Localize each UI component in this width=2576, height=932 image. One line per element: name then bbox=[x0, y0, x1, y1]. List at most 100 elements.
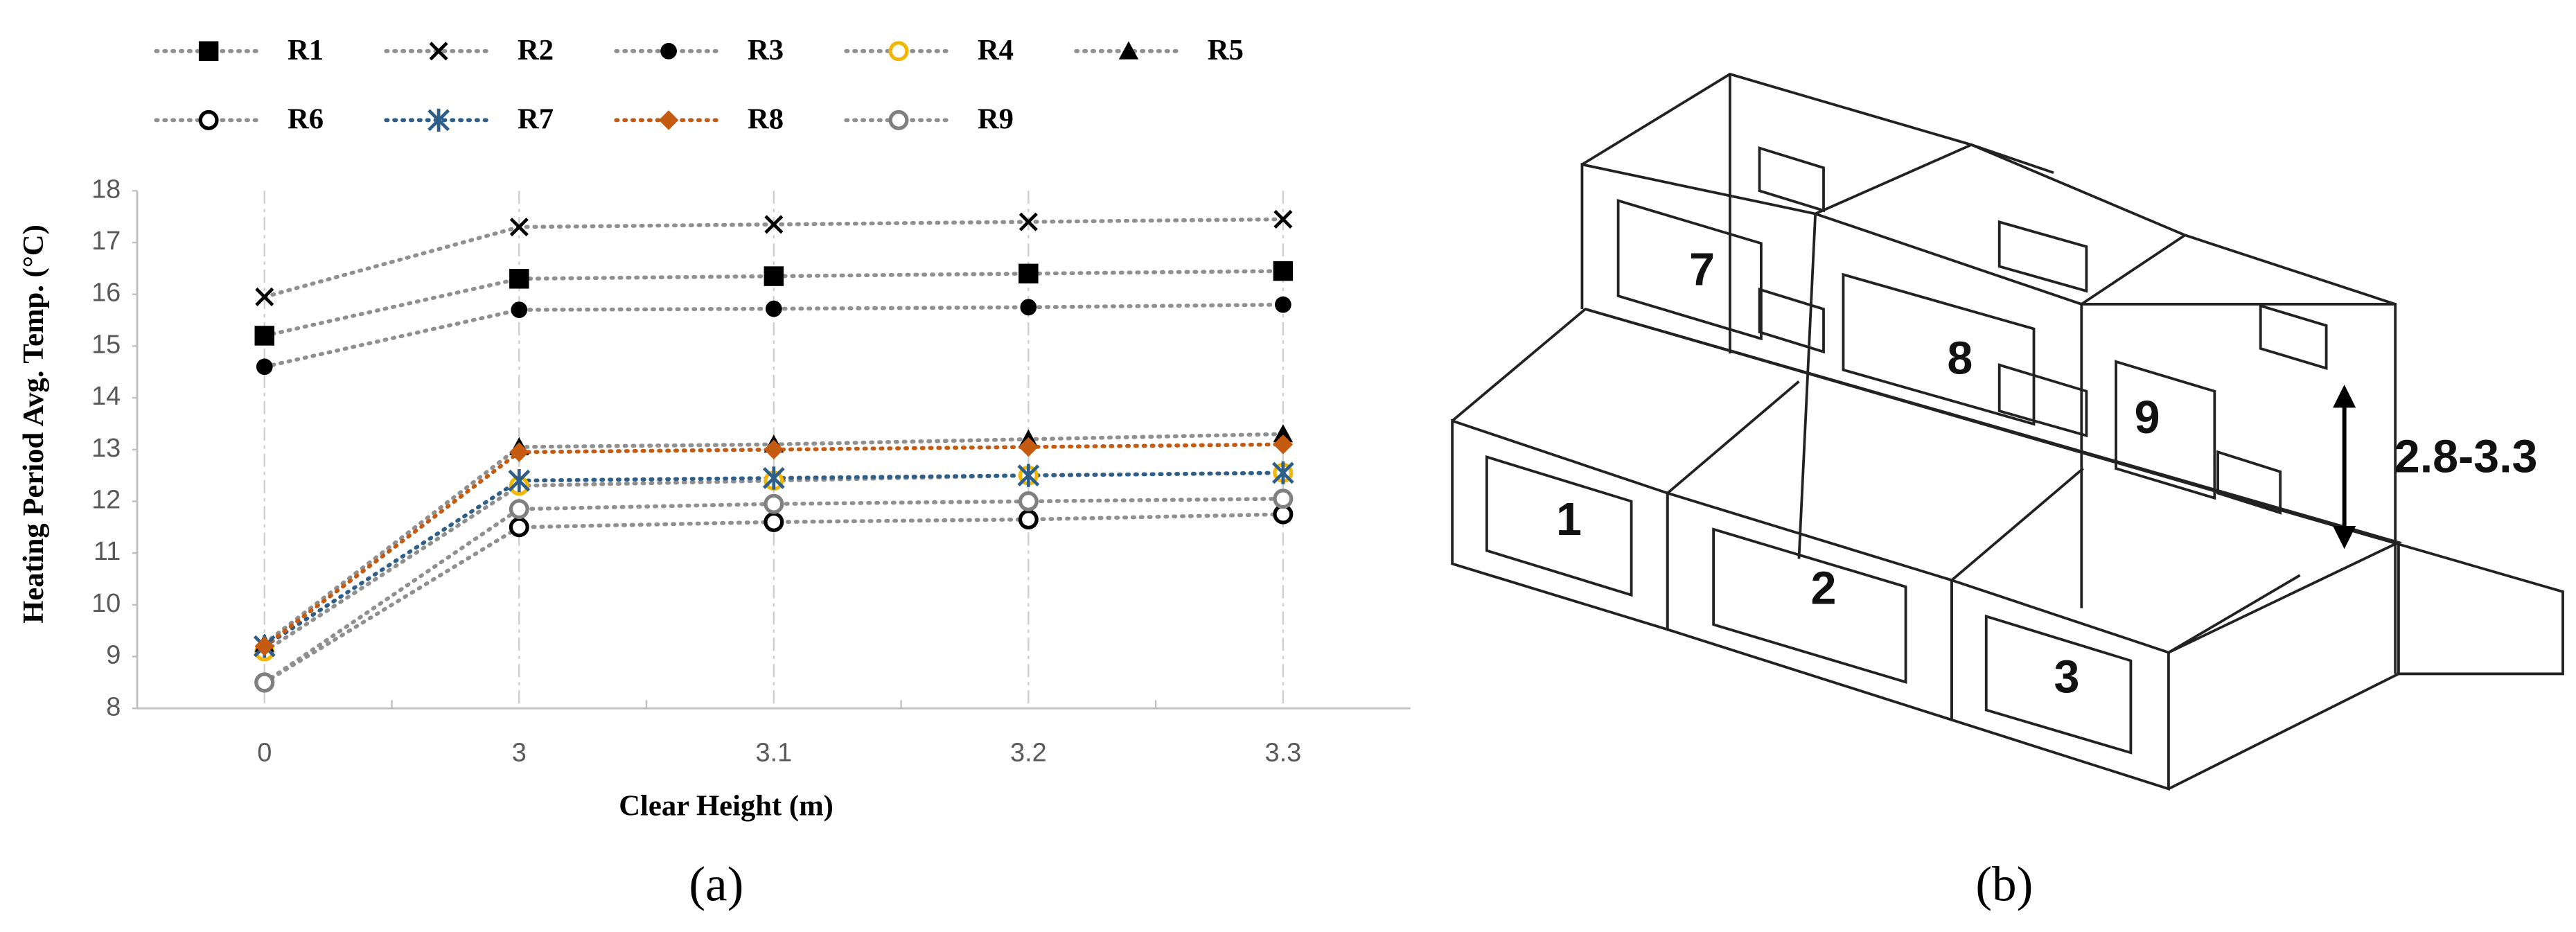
y-tick-label: 9 bbox=[106, 641, 121, 670]
marker bbox=[254, 672, 275, 693]
legend-marker bbox=[888, 41, 909, 62]
window bbox=[1758, 146, 1825, 213]
legend-marker bbox=[660, 42, 677, 60]
window bbox=[1758, 288, 1825, 354]
y-tick-label: 15 bbox=[91, 330, 121, 359]
marker bbox=[764, 215, 784, 234]
marker bbox=[1017, 464, 1040, 487]
legend-marker bbox=[1118, 41, 1139, 60]
y-tick-label: 11 bbox=[94, 537, 121, 566]
arrow-head bbox=[2333, 526, 2356, 549]
legend-label: R8 bbox=[748, 103, 784, 136]
marker bbox=[255, 287, 274, 306]
x-tick-label: 3.2 bbox=[1010, 739, 1047, 768]
marker bbox=[256, 358, 273, 376]
window bbox=[1712, 527, 1907, 684]
x-tick-label: 3 bbox=[512, 739, 527, 768]
box-edge bbox=[1666, 380, 1800, 495]
marker bbox=[1018, 212, 1038, 231]
legend-label: R4 bbox=[978, 34, 1014, 67]
x-tick-label: 3.1 bbox=[755, 739, 792, 768]
marker bbox=[764, 266, 784, 286]
y-tick-label: 13 bbox=[91, 434, 121, 463]
y-tick-label: 10 bbox=[91, 589, 121, 618]
marker bbox=[254, 326, 274, 346]
marker bbox=[762, 466, 785, 490]
marker bbox=[1273, 434, 1294, 455]
box-edge bbox=[2168, 542, 2400, 791]
box-edge bbox=[1580, 163, 2397, 674]
dimension-label: 2.8-3.3 bbox=[2394, 432, 2538, 483]
window bbox=[1616, 199, 1763, 341]
window bbox=[1997, 363, 2088, 438]
room-label: 7 bbox=[1689, 244, 1715, 295]
marker bbox=[509, 499, 529, 520]
room-label: 1 bbox=[1556, 494, 1582, 545]
y-tick-label: 8 bbox=[106, 692, 121, 721]
legend-label: R1 bbox=[288, 34, 324, 67]
box-edge bbox=[2081, 234, 2186, 306]
caption: (b) bbox=[1975, 857, 2033, 911]
caption: (a) bbox=[689, 857, 743, 911]
marker bbox=[509, 442, 529, 462]
legend-label: R9 bbox=[978, 103, 1014, 136]
y-tick-label: 18 bbox=[91, 175, 121, 204]
legend-marker bbox=[198, 41, 219, 62]
marker bbox=[1018, 509, 1039, 530]
window bbox=[2216, 450, 2282, 515]
room-label: 8 bbox=[1947, 333, 1973, 384]
marker bbox=[1018, 491, 1039, 511]
window bbox=[2259, 304, 2328, 370]
box-edge bbox=[1950, 467, 2084, 581]
box-face bbox=[1666, 491, 1953, 722]
marker bbox=[1273, 209, 1293, 229]
chart: 8 9 10 11 12 13 14 15 16 17 18 0 3 3.1 3.2 3.3 R1 R2 R3 R4 R… bbox=[91, 34, 1411, 768]
marker bbox=[509, 218, 529, 237]
legend-label: R5 bbox=[1208, 34, 1244, 67]
building-diagram: 2.8-3.3 1 2 3 7 8 9 bbox=[1451, 72, 2564, 791]
legend-label: R6 bbox=[288, 103, 324, 136]
legend-marker bbox=[658, 110, 679, 130]
legend-label: R2 bbox=[518, 34, 554, 67]
box-edge bbox=[1797, 213, 1817, 559]
box-edge bbox=[1970, 143, 2054, 175]
box-edge bbox=[1815, 143, 1973, 216]
window bbox=[2115, 360, 2216, 500]
y-tick-label: 16 bbox=[91, 279, 121, 308]
y-axis-label: Heating Period Avg. Temp. (°C) bbox=[17, 225, 50, 624]
legend-marker bbox=[429, 42, 448, 61]
marker bbox=[765, 300, 782, 317]
series-line bbox=[262, 496, 1285, 685]
x-tick-label: 3.3 bbox=[1265, 739, 1302, 768]
window bbox=[1997, 220, 2088, 293]
window bbox=[1485, 455, 1633, 597]
legend-label: R3 bbox=[748, 34, 784, 67]
marker bbox=[509, 269, 529, 289]
y-tick-label: 12 bbox=[91, 485, 121, 514]
marker bbox=[1271, 461, 1294, 484]
room-label: 3 bbox=[2054, 651, 2079, 703]
marker bbox=[764, 493, 784, 514]
arrow-head bbox=[2333, 385, 2356, 408]
legend-marker bbox=[427, 108, 450, 132]
marker bbox=[1273, 489, 1294, 509]
legend-label: R7 bbox=[518, 103, 554, 136]
marker bbox=[1018, 263, 1039, 284]
marker bbox=[1273, 261, 1294, 281]
marker bbox=[509, 517, 529, 538]
marker bbox=[254, 636, 274, 656]
window bbox=[1984, 614, 2133, 755]
marker bbox=[764, 439, 784, 460]
box-edge bbox=[1585, 308, 2564, 676]
legend-marker bbox=[198, 109, 219, 130]
marker bbox=[508, 469, 531, 493]
marker bbox=[1018, 437, 1039, 457]
x-tick-label: 0 bbox=[257, 739, 272, 768]
y-tick-label: 14 bbox=[91, 382, 121, 411]
marker bbox=[1273, 424, 1294, 443]
window bbox=[1842, 272, 2036, 426]
legend-marker bbox=[888, 109, 909, 130]
marker bbox=[511, 301, 528, 318]
